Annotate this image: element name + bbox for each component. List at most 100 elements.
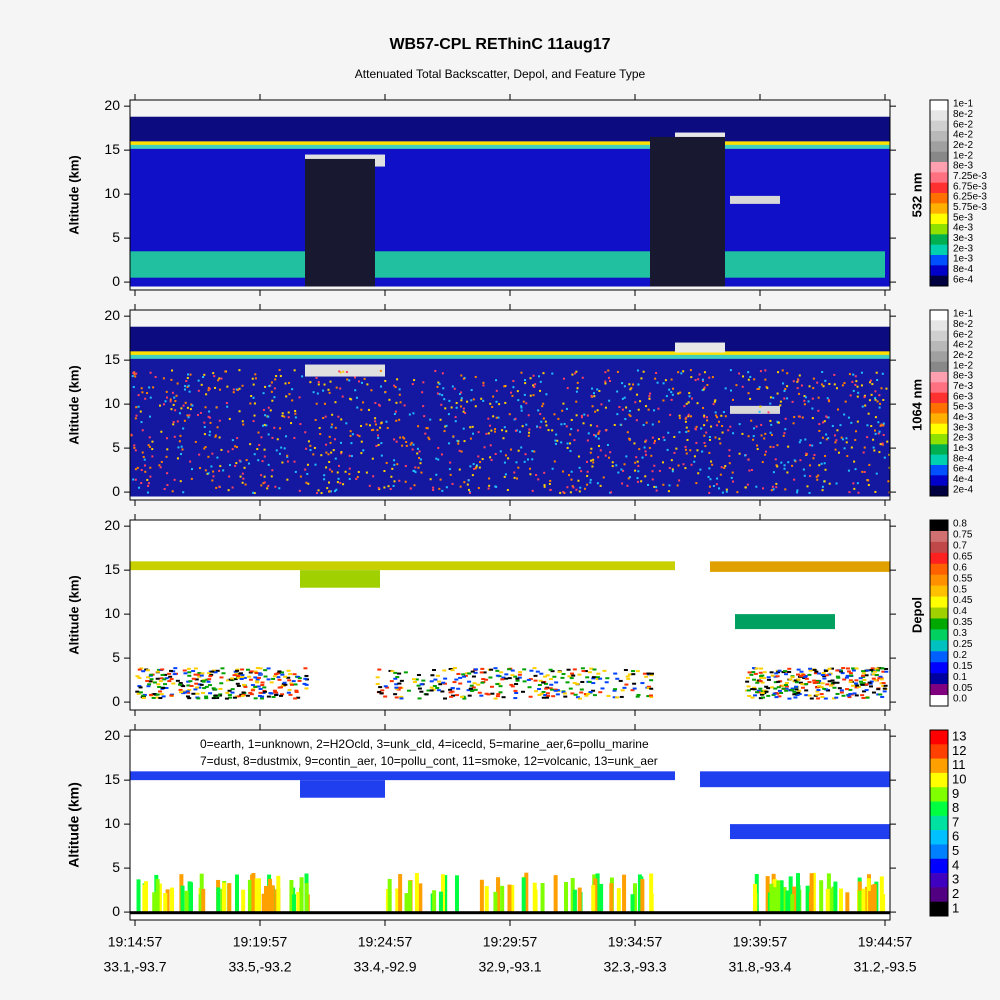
noise (395, 440, 398, 443)
noise (592, 392, 595, 395)
noise (506, 488, 509, 491)
aerosol (432, 669, 437, 672)
noise (718, 420, 721, 423)
aerosol (151, 696, 156, 699)
aerosol (848, 680, 853, 683)
noise (562, 491, 565, 494)
noise (724, 465, 727, 468)
noise (348, 473, 351, 476)
noise (337, 477, 340, 480)
aerosol (280, 693, 285, 696)
aerosol (486, 693, 491, 696)
noise (323, 383, 326, 386)
aerosol (774, 672, 779, 675)
aerosol (553, 688, 558, 691)
aerosol (380, 689, 385, 692)
aerosol (243, 685, 248, 688)
noise (596, 388, 599, 391)
aerosol (819, 693, 824, 696)
aerosol (820, 696, 825, 699)
aerosol (424, 693, 429, 696)
aerosol (861, 675, 866, 678)
noise (374, 420, 377, 423)
aerosol (476, 683, 481, 686)
noise (695, 482, 698, 485)
noise (766, 387, 769, 390)
aerosol-column (157, 883, 162, 913)
aerosol-column (304, 883, 309, 913)
noise (793, 459, 796, 462)
noise (346, 378, 349, 381)
aerosol (581, 670, 586, 673)
noise (824, 468, 827, 471)
noise (445, 424, 448, 427)
noise (338, 370, 341, 373)
noise (395, 401, 398, 404)
noise (811, 417, 814, 420)
noise (714, 436, 717, 439)
aerosol (171, 682, 176, 685)
noise (732, 480, 735, 483)
noise (301, 375, 304, 378)
noise (586, 460, 589, 463)
noise (668, 484, 671, 487)
aerosol (533, 674, 538, 677)
noise (670, 391, 673, 394)
noise (291, 399, 294, 402)
noise (437, 458, 440, 461)
noise (784, 388, 787, 391)
noise (339, 441, 342, 444)
aerosol (566, 668, 571, 671)
noise (160, 430, 163, 433)
noise (589, 478, 592, 481)
aerosol (550, 670, 555, 673)
noise (565, 425, 568, 428)
aerosol (498, 691, 503, 694)
noise (843, 447, 846, 450)
noise (575, 390, 578, 393)
aerosol (513, 675, 518, 678)
noise (620, 468, 623, 471)
noise (294, 412, 297, 415)
colorbar-segment (930, 673, 948, 685)
noise (670, 378, 673, 381)
noise (715, 424, 718, 427)
noise (348, 379, 351, 382)
noise (809, 444, 812, 447)
aerosol (442, 669, 447, 672)
aerosol (552, 675, 557, 678)
colorbar-segment (930, 131, 948, 142)
aerosol (155, 670, 160, 673)
colorbar-segment (930, 475, 948, 486)
noise (736, 491, 739, 494)
aerosol-column (595, 873, 600, 913)
aerosol (236, 676, 241, 679)
aerosol (824, 674, 829, 677)
noise (667, 431, 670, 434)
noise (798, 415, 801, 418)
noise (748, 469, 751, 472)
aerosol (783, 670, 788, 673)
noise (377, 434, 380, 437)
noise (709, 438, 712, 441)
noise (135, 406, 138, 409)
noise (312, 453, 315, 456)
noise (451, 482, 454, 485)
aerosol (816, 697, 821, 700)
noise (593, 433, 596, 436)
aerosol (473, 688, 478, 691)
noise (639, 400, 642, 403)
noise (444, 407, 447, 410)
noise (882, 433, 885, 436)
noise (184, 388, 187, 391)
noise (826, 397, 829, 400)
noise (857, 391, 860, 394)
noise (196, 414, 199, 417)
noise (474, 375, 477, 378)
aerosol (862, 690, 867, 693)
noise (278, 369, 281, 372)
aerosol (500, 678, 505, 681)
aerosol (528, 695, 533, 698)
noise (645, 453, 648, 456)
noise (714, 411, 717, 414)
